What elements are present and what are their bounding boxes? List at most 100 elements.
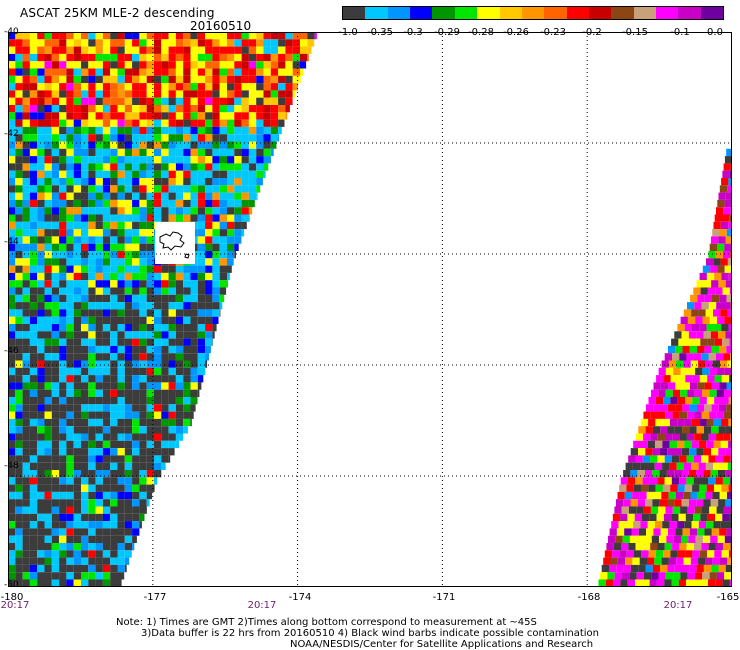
wind-cell [117,506,125,514]
wind-cell [711,404,719,412]
wind-cell [278,134,280,142]
wind-cell [175,331,184,339]
wind-cell [15,404,23,412]
wind-cell [183,418,191,427]
wind-cell [95,265,103,273]
wind-cell [190,178,198,186]
wind-cell [248,192,257,200]
wind-cell [102,229,111,237]
wind-cell [270,126,279,135]
wind-cell [714,338,723,346]
wind-cell [102,389,111,397]
wind-cell [154,302,162,310]
wind-cell [168,46,176,54]
wind-cell [168,455,171,463]
wind-cell [51,543,60,551]
wind-cell [278,90,286,98]
wind-cell [124,375,133,383]
wind-cell [88,192,96,200]
wind-cell [175,61,184,69]
wind-cell [88,68,96,76]
wind-cell [621,506,629,514]
wind-cell [22,462,30,470]
wind-cell [132,477,140,485]
wind-cell [696,426,704,434]
wind-cell [73,105,81,113]
wind-cell [15,528,23,536]
wind-cell [102,506,111,514]
wind-cell [692,484,700,492]
wind-cell [51,148,60,157]
wind-cell [8,404,16,412]
wind-cell [638,528,647,536]
wind-cell [139,331,147,339]
wind-cell [731,389,732,397]
wind-cell [110,433,118,441]
wind-cell [66,418,74,427]
wind-cell [718,564,726,573]
wind-cell [720,309,728,317]
wind-cell [51,243,60,251]
wind-cell [205,61,213,69]
wind-cell [219,83,227,91]
wind-cell [205,316,213,324]
wind-cell [183,192,191,200]
wind-cell [717,265,725,273]
wind-cell [81,90,89,98]
wind-cell [190,207,198,215]
wind-cell [95,418,103,427]
wind-cell [731,411,732,419]
wind-cell [8,426,16,434]
wind-cell [110,543,118,551]
wind-cell [81,499,89,507]
wind-cell [59,141,67,149]
wind-cell [110,53,118,62]
wind-cell [146,141,154,149]
wind-cell [278,119,285,127]
wind-cell [124,426,133,434]
wind-cell [212,126,220,135]
wind-cell [15,462,23,470]
wind-cell [73,75,81,84]
wind-cell [15,455,23,463]
wind-cell [655,521,663,529]
wind-cell [66,316,74,324]
wind-cell [685,397,693,405]
wind-cell [690,491,698,500]
wind-cell [670,484,678,492]
wind-cell [241,207,249,215]
wind-cell [15,207,23,215]
wind-cell [110,404,118,412]
wind-cell [8,185,16,193]
wind-cell [614,506,622,514]
wind-cell [691,418,700,427]
wind-cell [715,251,723,259]
wind-cell [66,134,74,142]
wind-cell [59,440,67,449]
wind-cell [625,462,633,470]
wind-cell [22,550,30,558]
wind-cell [672,455,680,463]
wind-cell [728,550,732,558]
wind-cell [673,572,681,580]
wind-cell [117,426,125,434]
wind-cell [687,389,695,397]
wind-cell [29,477,38,485]
wind-cell [161,32,169,40]
wind-cell [241,214,249,222]
wind-cell [73,265,81,273]
wind-cell [102,484,111,492]
wind-cell [234,221,242,230]
wind-cell [674,331,682,339]
wind-cell [44,448,52,456]
wind-cell [664,477,672,485]
wind-cell [51,302,60,310]
wind-cell [662,440,670,449]
wind-cell [139,309,147,317]
wind-cell [44,32,52,40]
wind-cell [51,426,60,434]
colorbar-swatch [343,7,366,19]
wind-cell [132,68,140,76]
wind-cell [146,192,154,200]
wind-cell [706,324,714,332]
